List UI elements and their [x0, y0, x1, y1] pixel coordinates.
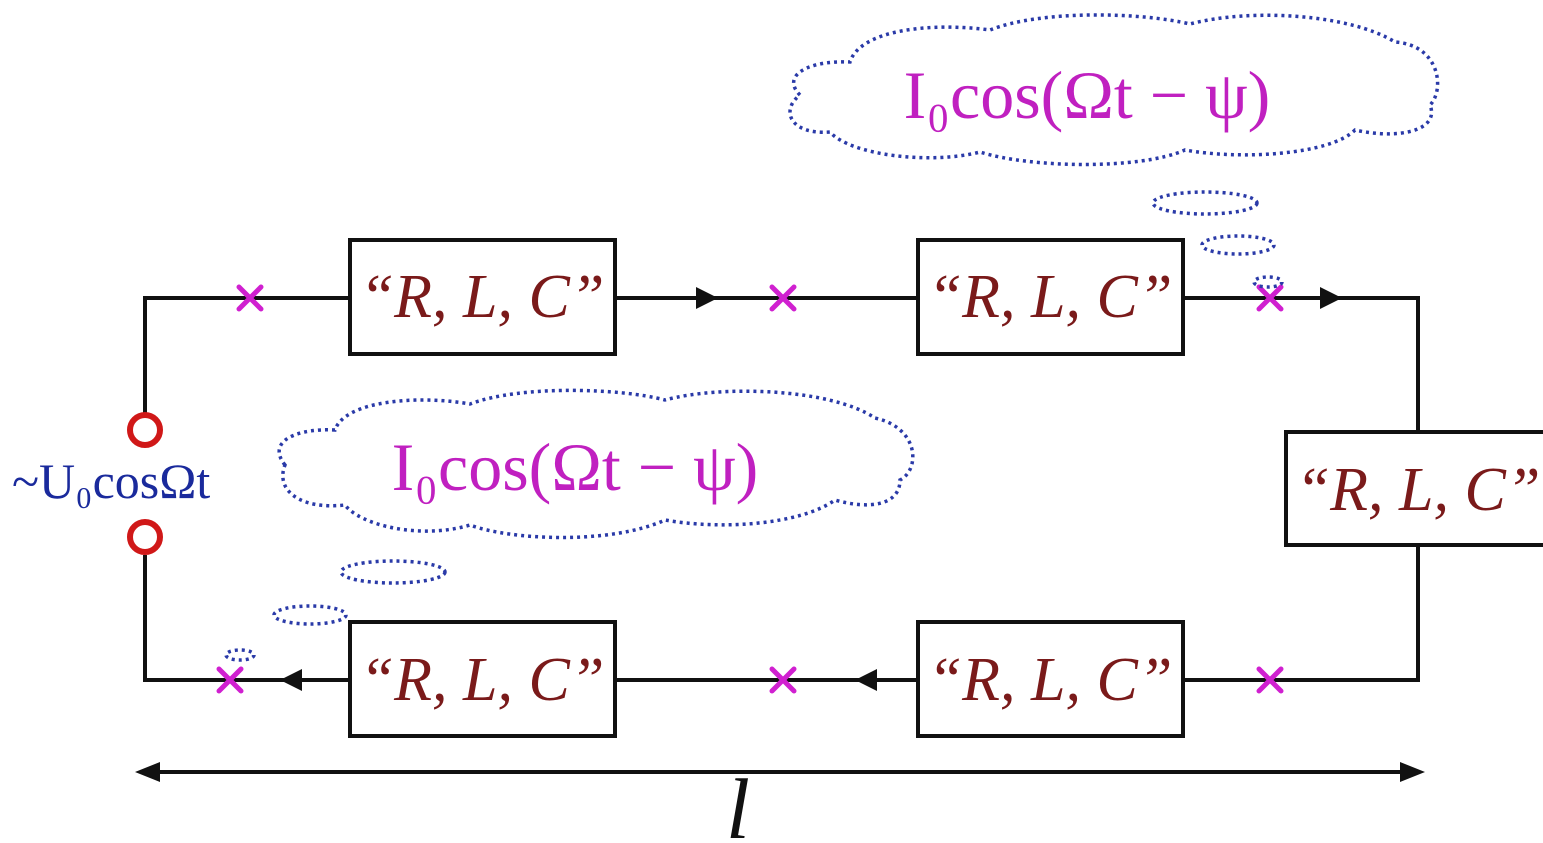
element-box-3: “R, L, C” [1284, 430, 1543, 547]
cloud-bubble [339, 559, 447, 585]
dimension-arrow-right [1400, 762, 1425, 782]
cross-markers [216, 284, 1284, 694]
source-terminals [127, 412, 163, 555]
element-box-4: “R, L, C” [916, 620, 1185, 738]
length-dimension: l [135, 761, 1425, 843]
cross-marker [236, 284, 264, 312]
cross-marker [769, 666, 797, 694]
cloud-bubble [224, 648, 256, 662]
thought-cloud-bottom: I₀cos(Ωt − ψ) [224, 388, 915, 662]
current-label-top: I₀cos(Ωt − ψ) [904, 57, 1271, 133]
element-box-1: “R, L, C” [348, 238, 617, 356]
terminal-bottom [127, 519, 163, 555]
arrow-right-2 [1320, 287, 1342, 309]
element-box-5: “R, L, C” [348, 620, 617, 738]
length-label: l [726, 761, 750, 843]
element-label: “R, L, C” [360, 646, 605, 714]
thought-cloud-top: I₀cos(Ωt − ψ) [788, 13, 1440, 289]
cloud-bubble [1252, 275, 1284, 289]
cloud-bubble [272, 604, 348, 626]
dimension-arrow-left [135, 762, 160, 782]
terminal-top [127, 412, 163, 448]
element-label: “R, L, C” [360, 263, 605, 331]
wires [143, 296, 1420, 682]
source-label: ~U₀cosΩt [12, 453, 210, 509]
cloud-outline [788, 13, 1440, 167]
arrow-left-2 [280, 669, 302, 691]
cross-marker [1256, 666, 1284, 694]
arrow-right-1 [696, 287, 718, 309]
element-label: “R, L, C” [928, 263, 1173, 331]
cross-marker [1256, 284, 1284, 312]
element-label: “R, L, C” [928, 646, 1173, 714]
cloud-bubble [1151, 190, 1259, 216]
cross-marker [769, 284, 797, 312]
cross-marker [216, 666, 244, 694]
element-label: “R, L, C” [1296, 456, 1541, 524]
cloud-bubble [1200, 234, 1276, 256]
right-lower-wire [143, 545, 1420, 682]
current-arrows [280, 287, 1342, 691]
arrow-left-1 [855, 669, 877, 691]
current-label-bottom: I₀cos(Ωt − ψ) [392, 429, 759, 505]
element-box-2: “R, L, C” [916, 238, 1185, 356]
top-wire [143, 296, 1420, 432]
